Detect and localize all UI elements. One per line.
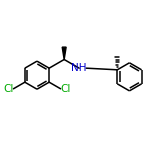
Text: Cl: Cl	[60, 84, 71, 94]
Text: Cl: Cl	[3, 84, 14, 94]
Polygon shape	[62, 47, 66, 59]
Text: NH: NH	[71, 63, 87, 73]
